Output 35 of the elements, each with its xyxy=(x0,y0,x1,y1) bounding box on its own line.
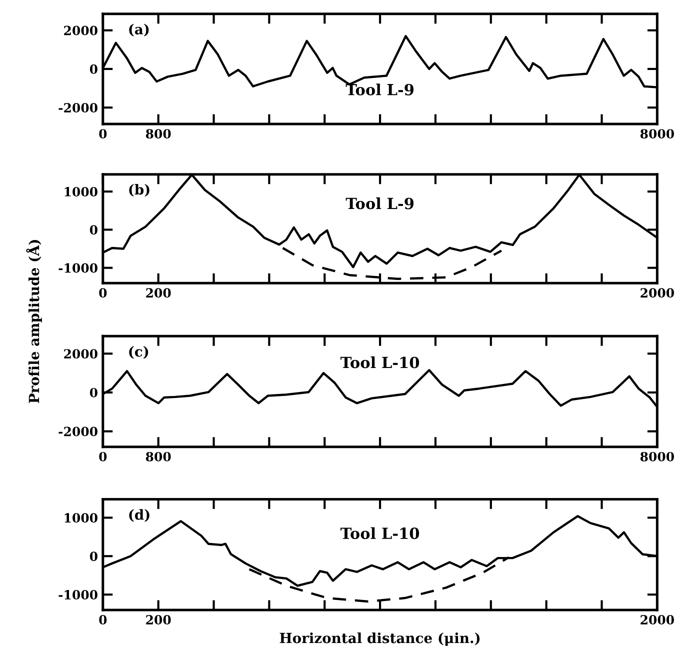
x-tick-label: 8000 xyxy=(640,129,674,139)
annotation: Tool L-10 xyxy=(340,356,420,368)
x-tick-label: 8000 xyxy=(640,452,674,462)
line-series xyxy=(282,246,503,280)
y-tick-label: 1000 xyxy=(64,187,98,196)
annotation: Tool L-9 xyxy=(346,84,414,96)
x-tick-label: 0 xyxy=(99,288,107,298)
annotation: Tool L-9 xyxy=(346,197,414,210)
y-tick-label: -1000 xyxy=(58,263,98,273)
y-axis-title: Profile amplitude (Å) xyxy=(26,240,42,404)
annotation: (a) xyxy=(129,24,149,36)
y-tick-label: 0 xyxy=(90,388,98,398)
annotation: (c) xyxy=(129,346,148,359)
x-tick-label: 200 xyxy=(146,615,171,624)
y-tick-label: 2000 xyxy=(64,26,98,36)
y-tick-label: -1000 xyxy=(58,590,98,600)
x-tick-label: 800 xyxy=(146,452,171,462)
annotation: Tool L-10 xyxy=(340,527,420,540)
x-tick-label: 2000 xyxy=(640,288,674,298)
y-tick-label: 0 xyxy=(90,64,98,74)
x-tick-label: 0 xyxy=(99,615,107,624)
annotation: (d) xyxy=(129,509,150,522)
y-tick-label: 2000 xyxy=(64,349,98,359)
annotation: (b) xyxy=(129,184,150,197)
x-tick-label: 0 xyxy=(99,129,107,139)
x-tick-label: 200 xyxy=(146,288,171,298)
x-tick-label: 2000 xyxy=(640,615,674,624)
x-axis-title: Horizontal distance (μin.) xyxy=(280,632,480,646)
x-tick-label: 0 xyxy=(99,452,107,462)
x-tick-label: 800 xyxy=(146,129,171,139)
y-tick-label: -2000 xyxy=(58,426,98,436)
y-tick-label: 0 xyxy=(90,225,98,235)
y-tick-label: -2000 xyxy=(58,103,98,112)
y-tick-label: 1000 xyxy=(64,513,98,523)
y-tick-label: 0 xyxy=(90,552,98,562)
